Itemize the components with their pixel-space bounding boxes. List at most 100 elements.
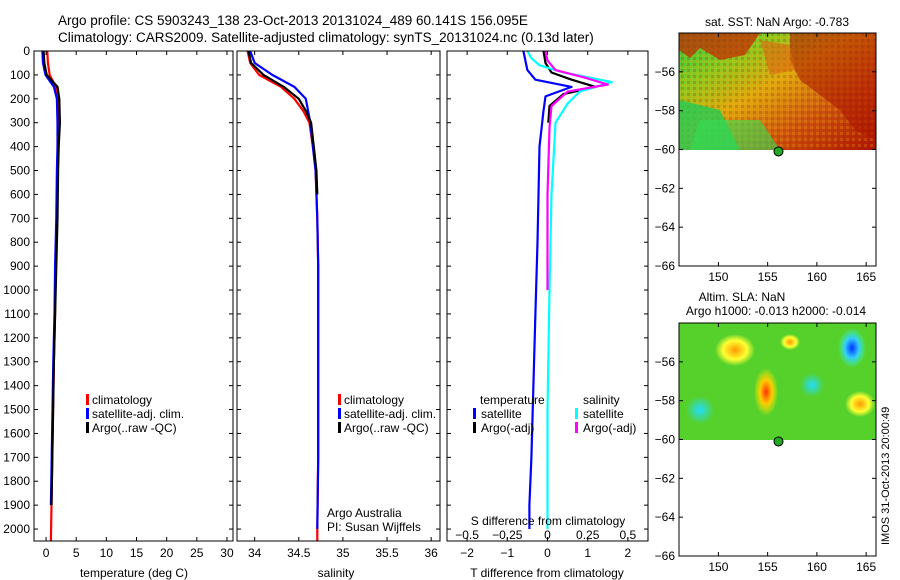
y-tick-label: 2000 xyxy=(3,522,30,536)
series-line xyxy=(42,50,62,506)
x-tick-label: 5 xyxy=(73,546,80,560)
difference-xlabel-top: S difference from climatology xyxy=(471,514,626,528)
x-tick-label: 34.5 xyxy=(287,546,311,560)
difference-panel: −2 −1 0 1 2 −0.5 −0.25 0 0.25 0.5 xyxy=(446,50,649,560)
x-tick-label: −2 xyxy=(460,546,474,560)
x-tick-label: 2 xyxy=(625,546,632,560)
legend-header-salinity: salinity xyxy=(583,393,620,407)
temperature-panel: 0 5 10 15 20 25 300100200300400500600700800900… xyxy=(3,44,234,560)
x-tick-label: −1 xyxy=(500,546,514,560)
map-y-tick-label: −64 xyxy=(655,220,676,234)
y-tick-label: 700 xyxy=(10,211,30,225)
legend-swatch-climatology xyxy=(338,394,341,405)
legend-swatch-temp-argo xyxy=(473,422,476,433)
sst-map-image xyxy=(679,33,876,150)
legend-label: Argo(..raw -QC) xyxy=(344,421,429,435)
y-tick-label: 1100 xyxy=(4,307,30,321)
y-tick-label: 1700 xyxy=(3,450,30,464)
x-top-tick-label: 0.25 xyxy=(576,528,600,542)
legend-label: satellite xyxy=(481,407,522,421)
series-line xyxy=(249,50,320,530)
x-top-tick-label: 0 xyxy=(544,528,551,542)
y-tick-label: 1000 xyxy=(3,283,30,297)
y-tick-label: 800 xyxy=(10,235,30,249)
map-y-tick-label: −62 xyxy=(655,181,676,195)
plot-frame xyxy=(236,50,441,542)
plot-frame xyxy=(33,50,234,542)
series-line xyxy=(526,50,613,529)
map-y-tick-label: −60 xyxy=(655,143,676,157)
salinity-xlabel: salinity xyxy=(318,566,355,580)
series-line xyxy=(544,50,609,290)
x-tick-label: 30 xyxy=(220,546,234,560)
map-x-tick-label: 150 xyxy=(708,560,728,574)
legend-swatch-temp-satellite xyxy=(473,408,476,419)
map-y-tick-label: −66 xyxy=(655,549,676,563)
salinity-legend: climatology satellite-adj. clim. Argo(..… xyxy=(338,393,436,435)
y-tick-label: 1800 xyxy=(3,474,30,488)
map-x-tick-label: 155 xyxy=(758,560,778,574)
legend-label: satellite-adj. clim. xyxy=(344,407,436,421)
legend-label: Argo(..raw -QC) xyxy=(92,421,177,435)
x-tick-label: 0 xyxy=(43,546,50,560)
x-tick-label: 34 xyxy=(248,546,262,560)
legend-swatch-sal-satellite xyxy=(575,408,578,419)
x-tick-label: 15 xyxy=(130,546,144,560)
profile-location-marker xyxy=(773,436,784,447)
y-tick-label: 1400 xyxy=(3,379,30,393)
y-tick-label: 300 xyxy=(10,116,30,130)
legend-swatch-argo xyxy=(86,422,89,433)
y-tick-label: 200 xyxy=(10,92,30,106)
map-y-tick-label: −62 xyxy=(655,471,676,485)
map-x-tick-label: 150 xyxy=(708,270,728,284)
map-y-tick-label: −66 xyxy=(655,259,676,273)
legend-header-temperature: temperature xyxy=(480,393,545,407)
map-x-tick-label: 160 xyxy=(807,270,827,284)
legend-swatch-sal-argo xyxy=(575,422,578,433)
temperature-legend: climatology satellite-adj. clim. Argo(..… xyxy=(86,393,184,435)
y-tick-label: 1500 xyxy=(3,403,30,417)
legend-label: Argo(-adj) xyxy=(481,421,534,435)
map-y-tick-label: −60 xyxy=(655,433,676,447)
x-tick-label: 35 xyxy=(336,546,350,560)
map-y-tick-label: −56 xyxy=(655,65,676,79)
map-x-tick-label: 165 xyxy=(856,560,876,574)
x-tick-label: 0 xyxy=(544,546,551,560)
legend-label: satellite xyxy=(583,407,624,421)
x-tick-label: 36 xyxy=(424,546,438,560)
y-tick-label: 400 xyxy=(10,140,30,154)
x-top-tick-label: 0.5 xyxy=(620,528,637,542)
sla-map-axes: 150 155 160 165 −56 −58 −60 −62 −64 −66 xyxy=(655,322,877,574)
y-tick-label: 100 xyxy=(10,68,30,82)
annotation-institution: Argo Australia xyxy=(327,506,402,520)
y-tick-label: 1900 xyxy=(3,498,30,512)
map-x-tick-label: 160 xyxy=(807,560,827,574)
legend-label: Argo(-adj) xyxy=(583,421,636,435)
map-y-tick-label: −56 xyxy=(655,355,676,369)
y-tick-label: 600 xyxy=(10,187,30,201)
profile-location-marker xyxy=(773,146,784,157)
difference-xlabel: T difference from climatology xyxy=(470,566,624,580)
y-tick-label: 900 xyxy=(10,259,30,273)
legend-swatch-climatology xyxy=(86,394,89,405)
series-line xyxy=(247,50,319,195)
legend-label: satellite-adj. clim. xyxy=(92,407,184,421)
legend-label: climatology xyxy=(344,393,404,407)
salinity-panel: 34 34.5 35 35.5 36 xyxy=(236,50,441,560)
y-tick-label: 500 xyxy=(10,164,30,178)
map-y-tick-label: −64 xyxy=(655,510,676,524)
legend-swatch-satellite xyxy=(338,408,341,419)
x-top-tick-label: −0.25 xyxy=(492,528,523,542)
sla-map-title-line2: Argo h1000: -0.013 h2000: -0.014 xyxy=(686,304,866,318)
x-tick-label: 10 xyxy=(100,546,114,560)
series-line xyxy=(542,50,597,123)
figure-title-line1: Argo profile: CS 5903243_138 23-Oct-2013… xyxy=(58,13,528,28)
map-x-tick-label: 155 xyxy=(758,270,778,284)
series-line xyxy=(246,50,320,541)
y-tick-label: 1200 xyxy=(3,331,30,345)
temperature-xlabel: temperature (deg C) xyxy=(80,566,188,580)
x-tick-label: 25 xyxy=(190,546,204,560)
x-tick-label: 20 xyxy=(160,546,174,560)
y-tick-label: 1300 xyxy=(3,355,30,369)
